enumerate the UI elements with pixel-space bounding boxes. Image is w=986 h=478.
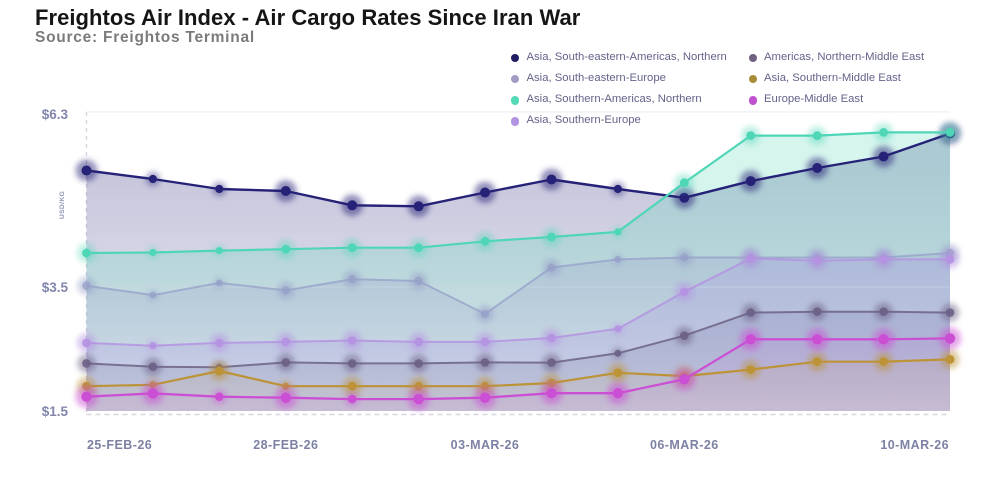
svg-text:28-FEB-26: 28-FEB-26 [253,438,318,452]
svg-text:$3.5: $3.5 [42,280,69,295]
svg-text:USD/KG: USD/KG [59,191,66,219]
svg-text:$1.5: $1.5 [42,404,69,419]
svg-text:06-MAR-26: 06-MAR-26 [650,438,719,452]
svg-text:25-FEB-26: 25-FEB-26 [87,438,152,452]
svg-text:03-MAR-26: 03-MAR-26 [451,438,520,452]
svg-text:10-MAR-26: 10-MAR-26 [880,438,949,452]
svg-text:$6.3: $6.3 [42,107,69,122]
